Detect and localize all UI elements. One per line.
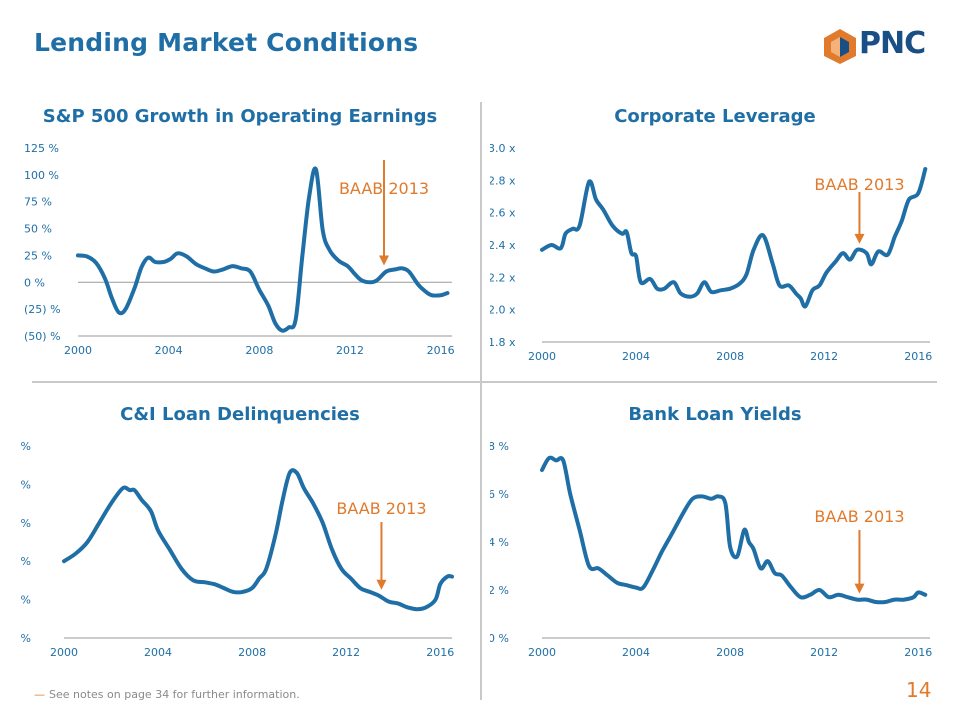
y-tick-label: 1 %	[20, 594, 31, 607]
chart-title-yields: Bank Loan Yields	[628, 404, 802, 425]
x-tick-label: 2000	[64, 344, 92, 357]
y-tick-label: 6 %	[490, 488, 509, 501]
y-tick-label: 2 %	[490, 584, 509, 597]
x-tick-label: 2012	[810, 350, 838, 363]
y-tick-label: 2.8 x	[490, 174, 516, 187]
x-tick-label: 2012	[336, 344, 364, 357]
y-tick-label: 3 %	[20, 517, 31, 530]
x-tick-label: 2012	[332, 646, 360, 659]
y-tick-label: 2.6 x	[490, 207, 516, 220]
y-tick-label: 0 %	[24, 276, 45, 289]
annotation-label: BAAB 2013	[339, 179, 429, 198]
panel-sp500: S&P 500 Growth in Operating Earnings (50…	[20, 100, 460, 370]
panel-leverage: Corporate Leverage 1.8 x 2.0 x 2.2 x 2.4 x 2…	[490, 100, 940, 370]
y-tick-label: 3.0 x	[490, 142, 516, 155]
y-tick-label: 2.4 x	[490, 239, 516, 252]
y-tick-label: (50) %	[24, 330, 61, 343]
x-tick-label: 2000	[528, 646, 556, 659]
annotation-arrowhead	[379, 255, 389, 266]
chart-cni: 0 % 1 % 2 % 3 % 4 % 5 % 2000 2004 2008 2012 2016 BA…	[20, 440, 454, 659]
y-tick-label: 0 %	[490, 632, 509, 645]
x-tick-label: 2016	[904, 646, 932, 659]
x-tick-label: 2016	[426, 646, 454, 659]
y-tick-label: 2.2 x	[490, 271, 516, 284]
pnc-logo-icon	[824, 29, 856, 64]
chart-yields: 0 % 2 % 4 % 6 % 8 % 2000 2004 2008 2012 2016 BAAB …	[490, 440, 932, 659]
x-tick-label: 2012	[810, 646, 838, 659]
y-tick-label: 4 %	[490, 536, 509, 549]
y-tick-label: 125 %	[24, 142, 59, 155]
x-tick-label: 2000	[50, 646, 78, 659]
annotation-label: BAAB 2013	[336, 499, 426, 518]
y-tick-label: 2.0 x	[490, 304, 516, 317]
y-tick-label: 4 %	[20, 478, 31, 491]
chart-sp500: (50) % (25) % 0 % 25 % 50 % 75 % 100 % 125 % 200…	[24, 142, 455, 357]
x-tick-label: 2004	[622, 646, 650, 659]
vertical-divider	[480, 102, 482, 700]
page-title: Lending Market Conditions	[34, 28, 419, 57]
page-number: 14	[906, 678, 932, 702]
x-tick-label: 2008	[716, 646, 744, 659]
chart-title-cni: C&I Loan Delinquencies	[120, 404, 360, 425]
y-tick-label: 1.8 x	[490, 336, 516, 349]
chart-title-leverage: Corporate Leverage	[614, 106, 816, 127]
chart-title-sp500: S&P 500 Growth in Operating Earnings	[42, 106, 438, 127]
horizontal-divider	[32, 381, 937, 383]
x-tick-label: 2004	[622, 350, 650, 363]
y-tick-label: 25 %	[24, 249, 52, 262]
x-tick-label: 2008	[245, 344, 273, 357]
footnote-marker: —	[34, 688, 45, 701]
y-tick-label: (25) %	[24, 303, 61, 316]
y-tick-label: 100 %	[24, 169, 59, 182]
chart-leverage: 1.8 x 2.0 x 2.2 x 2.4 x 2.6 x 2.8 x 3.0 x 2000 2…	[490, 142, 932, 363]
y-tick-label: 5 %	[20, 440, 31, 453]
footnote: — See notes on page 34 for further inform…	[34, 688, 300, 701]
x-tick-label: 2008	[716, 350, 744, 363]
series-line	[540, 167, 928, 309]
panel-cni: C&I Loan Delinquencies 0 % 1 % 2 % 3 % 4 % 5 …	[20, 398, 460, 668]
annotation-arrowhead	[376, 579, 387, 590]
annotation-arrowhead	[854, 233, 865, 244]
x-tick-label: 2016	[427, 344, 455, 357]
x-tick-label: 2008	[238, 646, 266, 659]
footnote-text: See notes on page 34 for further informa…	[49, 688, 300, 701]
x-tick-label: 2000	[528, 350, 556, 363]
panel-yields: Bank Loan Yields 0 % 2 % 4 % 6 % 8 % 2000 2004…	[490, 398, 940, 668]
y-tick-label: 75 %	[24, 196, 52, 209]
y-tick-label: 50 %	[24, 223, 52, 236]
logo-wordmark: PNC	[859, 26, 926, 61]
annotation-arrowhead	[854, 583, 865, 594]
series-line	[62, 468, 454, 612]
x-tick-label: 2016	[904, 350, 932, 363]
y-tick-label: 2 %	[20, 555, 31, 568]
x-tick-label: 2004	[155, 344, 183, 357]
annotation-label: BAAB 2013	[814, 175, 904, 194]
y-tick-label: 0 %	[20, 632, 31, 645]
series-line	[76, 166, 450, 333]
series-line	[540, 455, 928, 605]
x-tick-label: 2004	[144, 646, 172, 659]
annotation-label: BAAB 2013	[814, 507, 904, 526]
y-tick-label: 8 %	[490, 440, 509, 453]
